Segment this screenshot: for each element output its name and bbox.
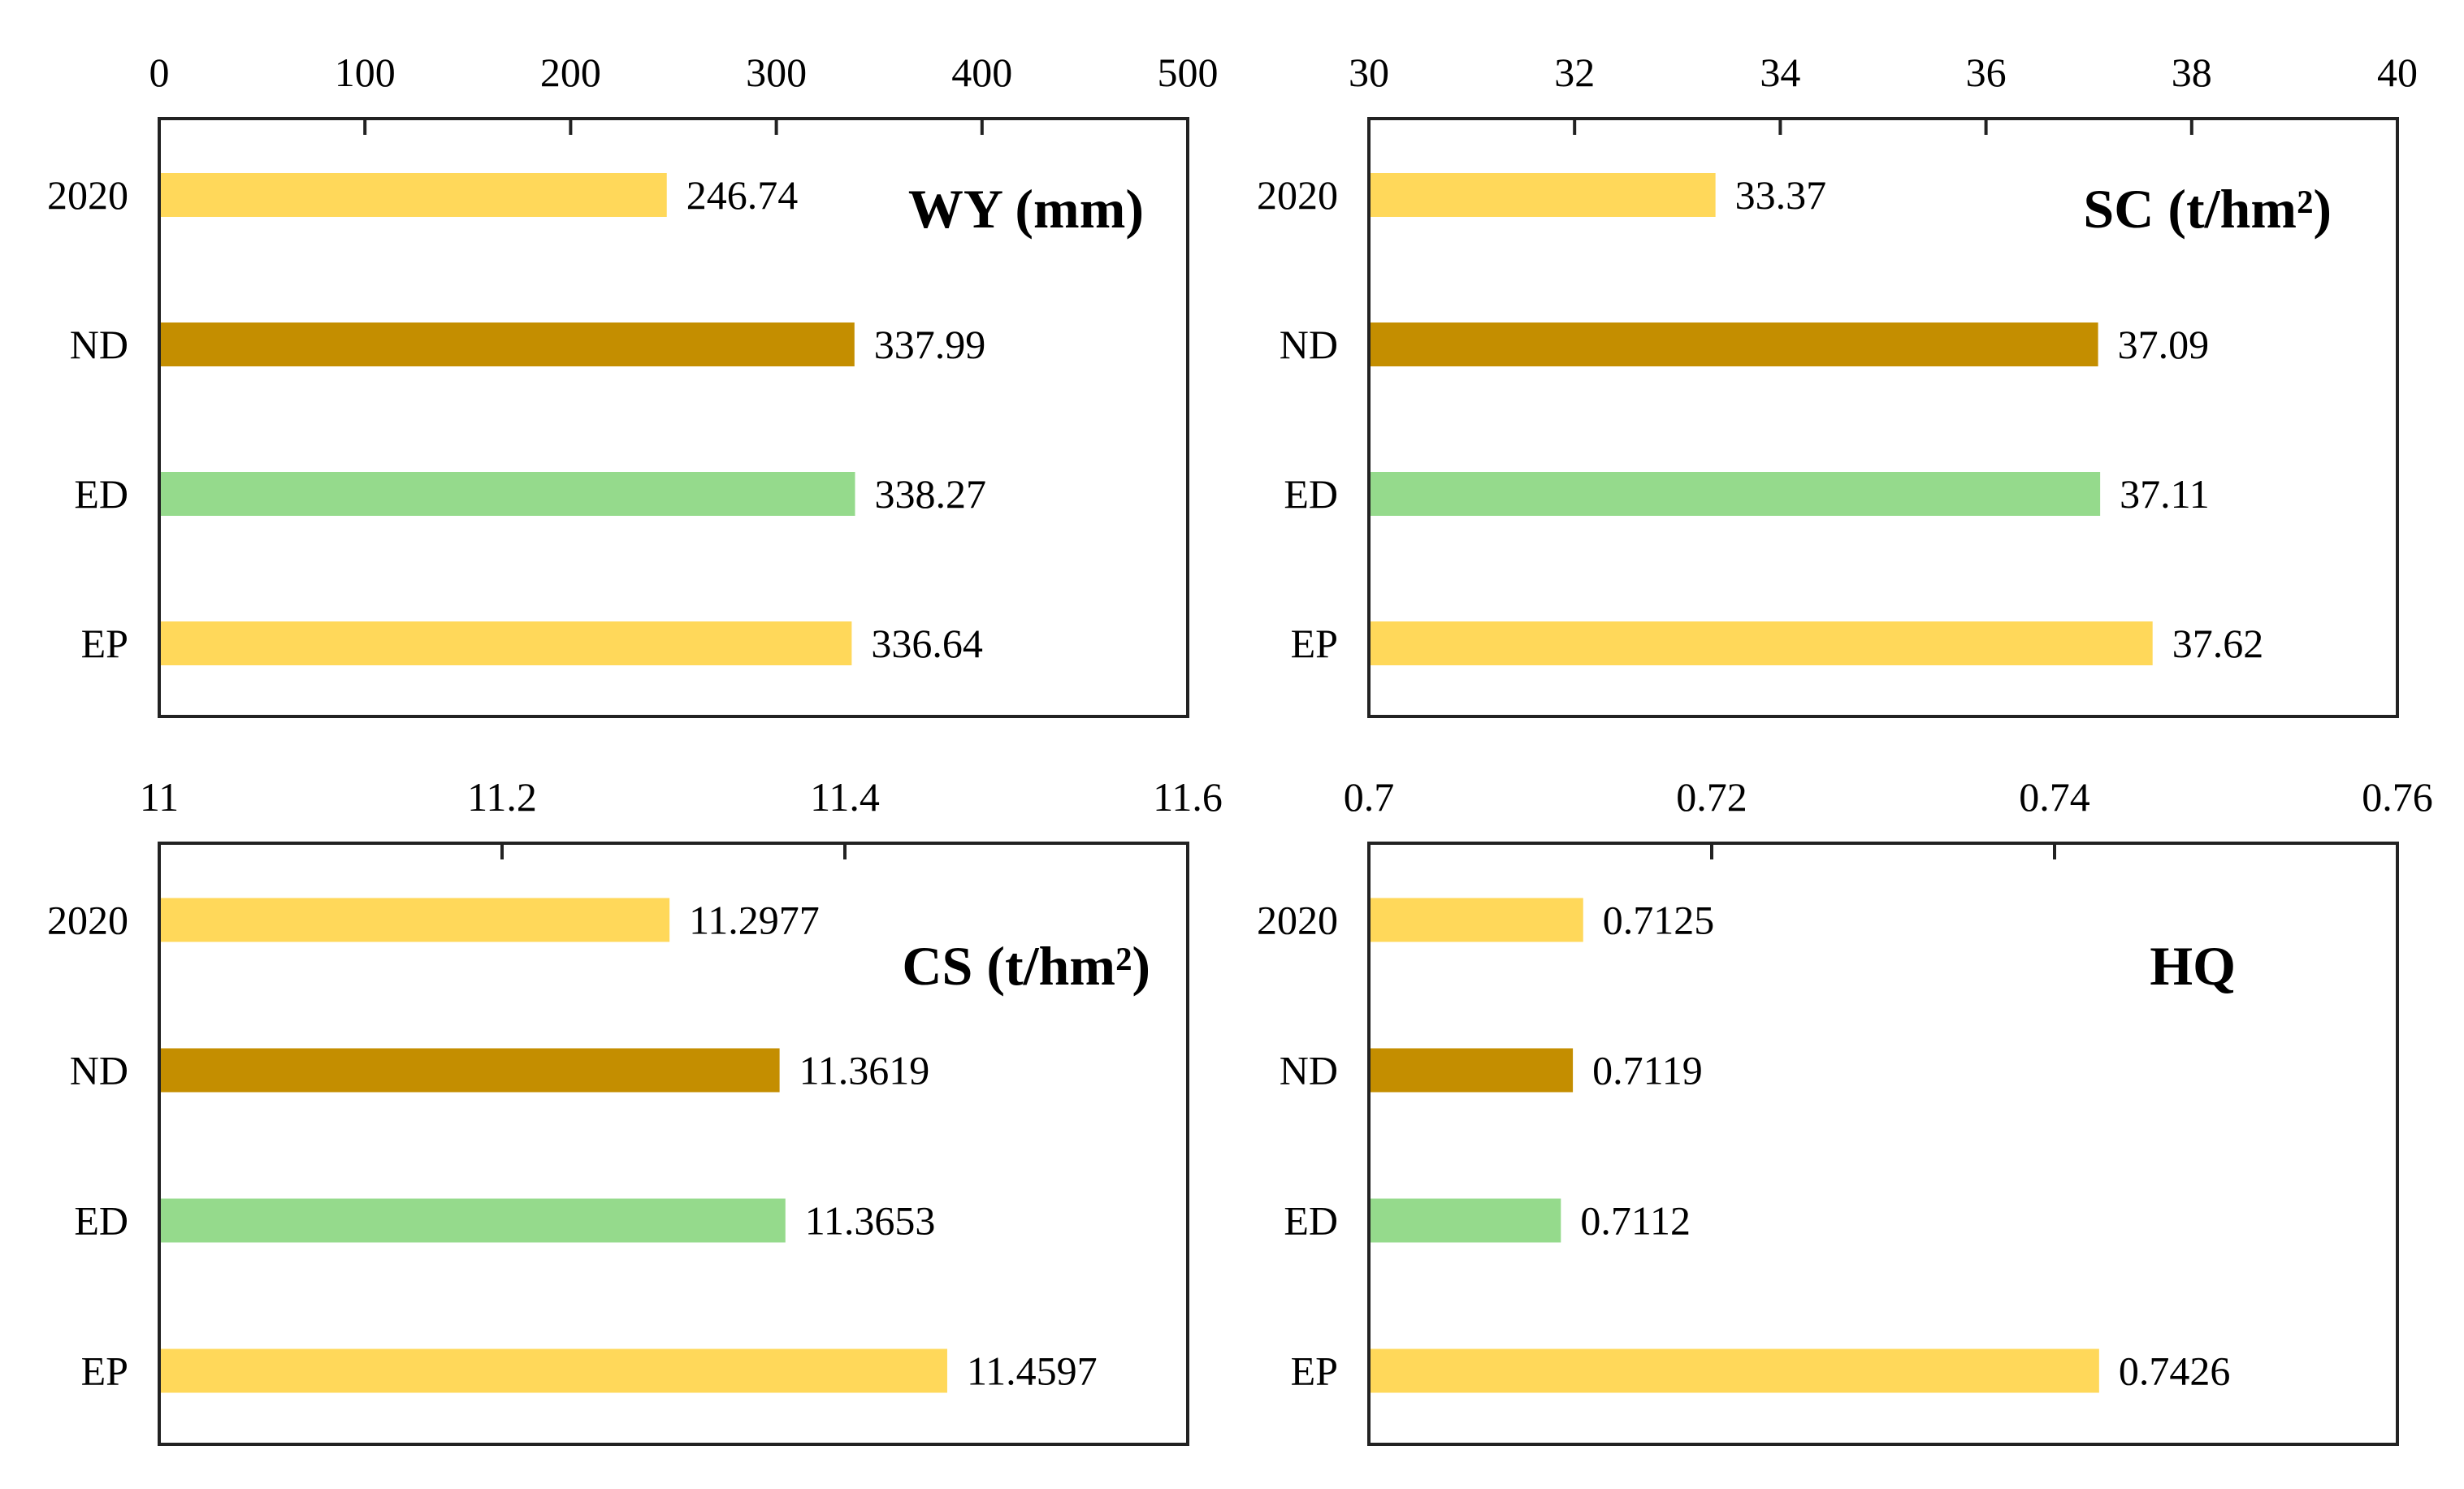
x-tick-label: 0.7 <box>1344 774 1395 820</box>
x-tick-label: 32 <box>1554 50 1595 95</box>
x-tick-label: 0.74 <box>2019 774 2090 820</box>
bar-nd <box>1371 1048 1574 1093</box>
value-label: 37.09 <box>2118 322 2210 367</box>
plot-frame <box>1367 117 2399 718</box>
category-label: ED <box>74 471 128 517</box>
panel-title: SC (t/hm²) <box>2083 178 2332 240</box>
bar-ep <box>1371 1348 2099 1393</box>
x-tick-label: 0 <box>149 50 170 95</box>
x-tick-label: 34 <box>1760 50 1800 95</box>
value-label: 0.7112 <box>1580 1198 1691 1244</box>
bar-nd <box>161 322 855 366</box>
value-label: 0.7119 <box>1592 1048 1703 1093</box>
category-label: ND <box>1280 1048 1338 1093</box>
bar-ed <box>161 472 855 516</box>
bar-ed <box>161 1198 786 1243</box>
x-tick-label: 0.72 <box>1676 774 1747 820</box>
panel-title: HQ <box>2150 935 2236 997</box>
x-tick-label: 200 <box>540 50 601 95</box>
x-tick-label: 100 <box>335 50 396 95</box>
category-label: ND <box>70 322 128 367</box>
category-label: 2020 <box>47 172 128 218</box>
bar-2020 <box>161 898 670 942</box>
panel-sc: 30 32 34 36 38 40 2020 33.37 ND 37.09 ED 37.11 EP 37.… <box>1257 50 2418 718</box>
x-tick-label: 500 <box>1158 50 1219 95</box>
value-label: 33.37 <box>1735 172 1827 218</box>
plot-frame <box>158 842 1189 1446</box>
category-label: EP <box>81 621 128 666</box>
x-tick-label: 30 <box>1349 50 1389 95</box>
panel-title: CS (t/hm²) <box>902 935 1150 997</box>
category-label: 2020 <box>1257 172 1338 218</box>
value-label: 11.4597 <box>967 1348 1098 1394</box>
x-tick-label: 40 <box>2377 50 2418 95</box>
value-label: 336.64 <box>871 621 983 666</box>
category-label: 2020 <box>1257 898 1338 943</box>
x-tick-label: 11.4 <box>810 774 880 820</box>
x-tick-label: 300 <box>746 50 807 95</box>
value-label: 11.3653 <box>805 1198 936 1244</box>
value-label: 0.7125 <box>1603 898 1715 943</box>
panel-cs: 11 11.2 11.4 11.6 2020 11.2977 ND 11.3619 ED 11.3… <box>47 774 1223 1446</box>
category-label: EP <box>81 1348 128 1394</box>
plot-frame <box>1367 842 2399 1446</box>
category-label: EP <box>1291 621 1338 666</box>
category-label: ND <box>70 1048 128 1093</box>
bar-ep <box>161 1348 947 1393</box>
bar-ed <box>1371 1198 1561 1243</box>
category-label: ND <box>1280 322 1338 367</box>
x-tick-label: 11.6 <box>1153 774 1223 820</box>
value-label: 11.3619 <box>799 1048 930 1093</box>
panel-wy: 0 100 200 300 400 500 2020 246.74 ND 337.99 ED 338.… <box>47 50 1219 718</box>
value-label: 11.2977 <box>689 898 820 943</box>
bar-nd <box>161 1048 780 1093</box>
bar-ep <box>1371 621 2153 665</box>
bar-2020 <box>161 173 667 217</box>
category-label: EP <box>1291 1348 1338 1394</box>
value-label: 37.11 <box>2120 471 2210 517</box>
value-label: 0.7426 <box>2119 1348 2231 1394</box>
value-label: 37.62 <box>2172 621 2264 666</box>
value-label: 337.99 <box>874 322 986 367</box>
panel-title: WY (mm) <box>908 178 1144 240</box>
plot-frame <box>158 117 1189 718</box>
bar-ed <box>1371 472 2101 516</box>
category-label: ED <box>74 1198 128 1244</box>
bar-nd <box>1371 322 2098 366</box>
x-tick-label: 38 <box>2172 50 2212 95</box>
panel-hq: 0.7 0.72 0.74 0.76 2020 0.7125 ND 0.7119 ED 0.711… <box>1257 774 2433 1446</box>
bar-2020 <box>1371 173 1716 217</box>
category-label: 2020 <box>47 898 128 943</box>
x-tick-label: 36 <box>1966 50 2007 95</box>
x-tick-label: 11 <box>140 774 179 820</box>
x-tick-label: 0.76 <box>2362 774 2433 820</box>
category-label: ED <box>1284 471 1338 517</box>
bar-2020 <box>1371 898 1583 942</box>
value-label: 246.74 <box>686 172 799 218</box>
x-tick-label: 11.2 <box>467 774 537 820</box>
bar-ep <box>161 621 852 665</box>
x-tick-label: 400 <box>951 50 1012 95</box>
category-label: ED <box>1284 1198 1338 1244</box>
value-label: 338.27 <box>874 471 986 517</box>
